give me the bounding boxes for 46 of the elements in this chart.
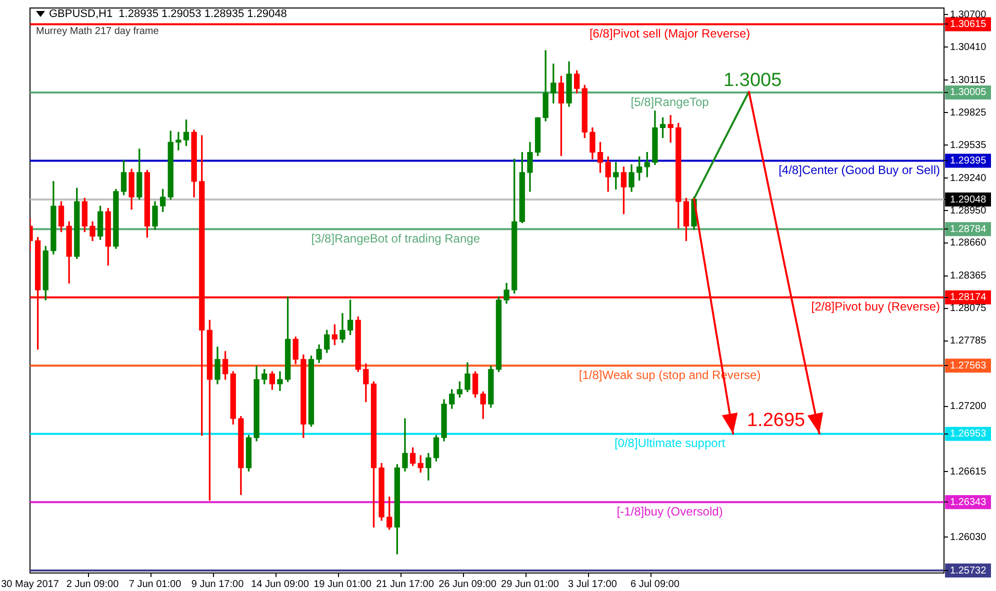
x-tick-label: 26 Jun 09:00 bbox=[438, 578, 497, 590]
ref-line-label: [5/8]RangeTop bbox=[630, 94, 710, 109]
y-tick-label: 1.29825 bbox=[950, 107, 987, 118]
y-tick-label: 1.28784 bbox=[950, 224, 987, 235]
y-tick-label: 1.28075 bbox=[950, 303, 987, 314]
annotation: 1.3005 bbox=[722, 70, 783, 92]
ref-line-label: [4/8]Center (Good Buy or Sell) bbox=[778, 163, 940, 178]
ref-line-label: [3/8]RangeBot of trading Range bbox=[311, 231, 480, 246]
y-tick-label: 1.30410 bbox=[950, 42, 987, 53]
x-tick-label: 30 May 2017 bbox=[1, 578, 60, 590]
x-tick-label: 2 Jun 09:00 bbox=[66, 578, 120, 590]
y-tick-label: 1.26615 bbox=[950, 466, 987, 478]
y-tick-label: 1.27563 bbox=[950, 360, 987, 372]
ref-line-label: [2/8]Pivot buy (Reverse) bbox=[811, 300, 940, 314]
y-tick-label: 1.29240 bbox=[950, 172, 987, 184]
x-tick-label: 3 Jul 17:00 bbox=[568, 578, 618, 590]
y-tick-label: 1.25732 bbox=[950, 565, 987, 576]
x-tick-label: 7 Jun 01:00 bbox=[128, 578, 182, 590]
y-tick-label: 1.30115 bbox=[950, 74, 986, 86]
y-tick-label: 1.28660 bbox=[950, 238, 987, 249]
y-tick-label: 1.26030 bbox=[950, 532, 987, 543]
ref-line-label: [-1/8]buy (Oversold) bbox=[616, 504, 723, 518]
y-tick-label: 1.30615 bbox=[950, 18, 987, 30]
y-tick-label: 1.29535 bbox=[950, 140, 987, 151]
x-tick-label: 6 Jul 09:00 bbox=[630, 578, 680, 590]
y-tick-label: 1.27785 bbox=[950, 336, 987, 347]
x-tick-label: 14 Jun 09:00 bbox=[251, 578, 310, 590]
ref-line-label: [0/8]Ultimate support bbox=[614, 436, 726, 450]
annotation: 1.2695 bbox=[746, 410, 806, 432]
y-tick-label: 1.26343 bbox=[950, 496, 987, 508]
y-tick-label: 1.27200 bbox=[950, 401, 987, 412]
x-tick-label: 29 Jun 01:00 bbox=[501, 578, 560, 590]
y-tick-label: 1.28950 bbox=[950, 205, 987, 216]
y-tick-label: 1.29395 bbox=[950, 155, 987, 166]
x-tick-label: 9 Jun 17:00 bbox=[191, 578, 244, 590]
y-tick-label: 1.26953 bbox=[950, 428, 987, 440]
ref-line-label: [6/8]Pivot sell (Major Reverse) bbox=[589, 26, 750, 41]
x-tick-label: 21 Jun 17:00 bbox=[376, 578, 434, 590]
y-tick-label: 1.28365 bbox=[950, 270, 987, 282]
y-tick-label: 1.29048 bbox=[950, 194, 987, 206]
y-tick-label: 1.28174 bbox=[950, 292, 987, 304]
x-tick-label: 19 Jun 01:00 bbox=[314, 578, 372, 590]
chart-title: GBPUSD,H1 1.28935 1.29053 1.28935 1.29048 bbox=[49, 8, 287, 20]
y-tick-label: 1.30005 bbox=[950, 87, 987, 98]
text: Murrey Math 217 day frame bbox=[36, 26, 159, 37]
candlestick bbox=[176, 132, 182, 150]
